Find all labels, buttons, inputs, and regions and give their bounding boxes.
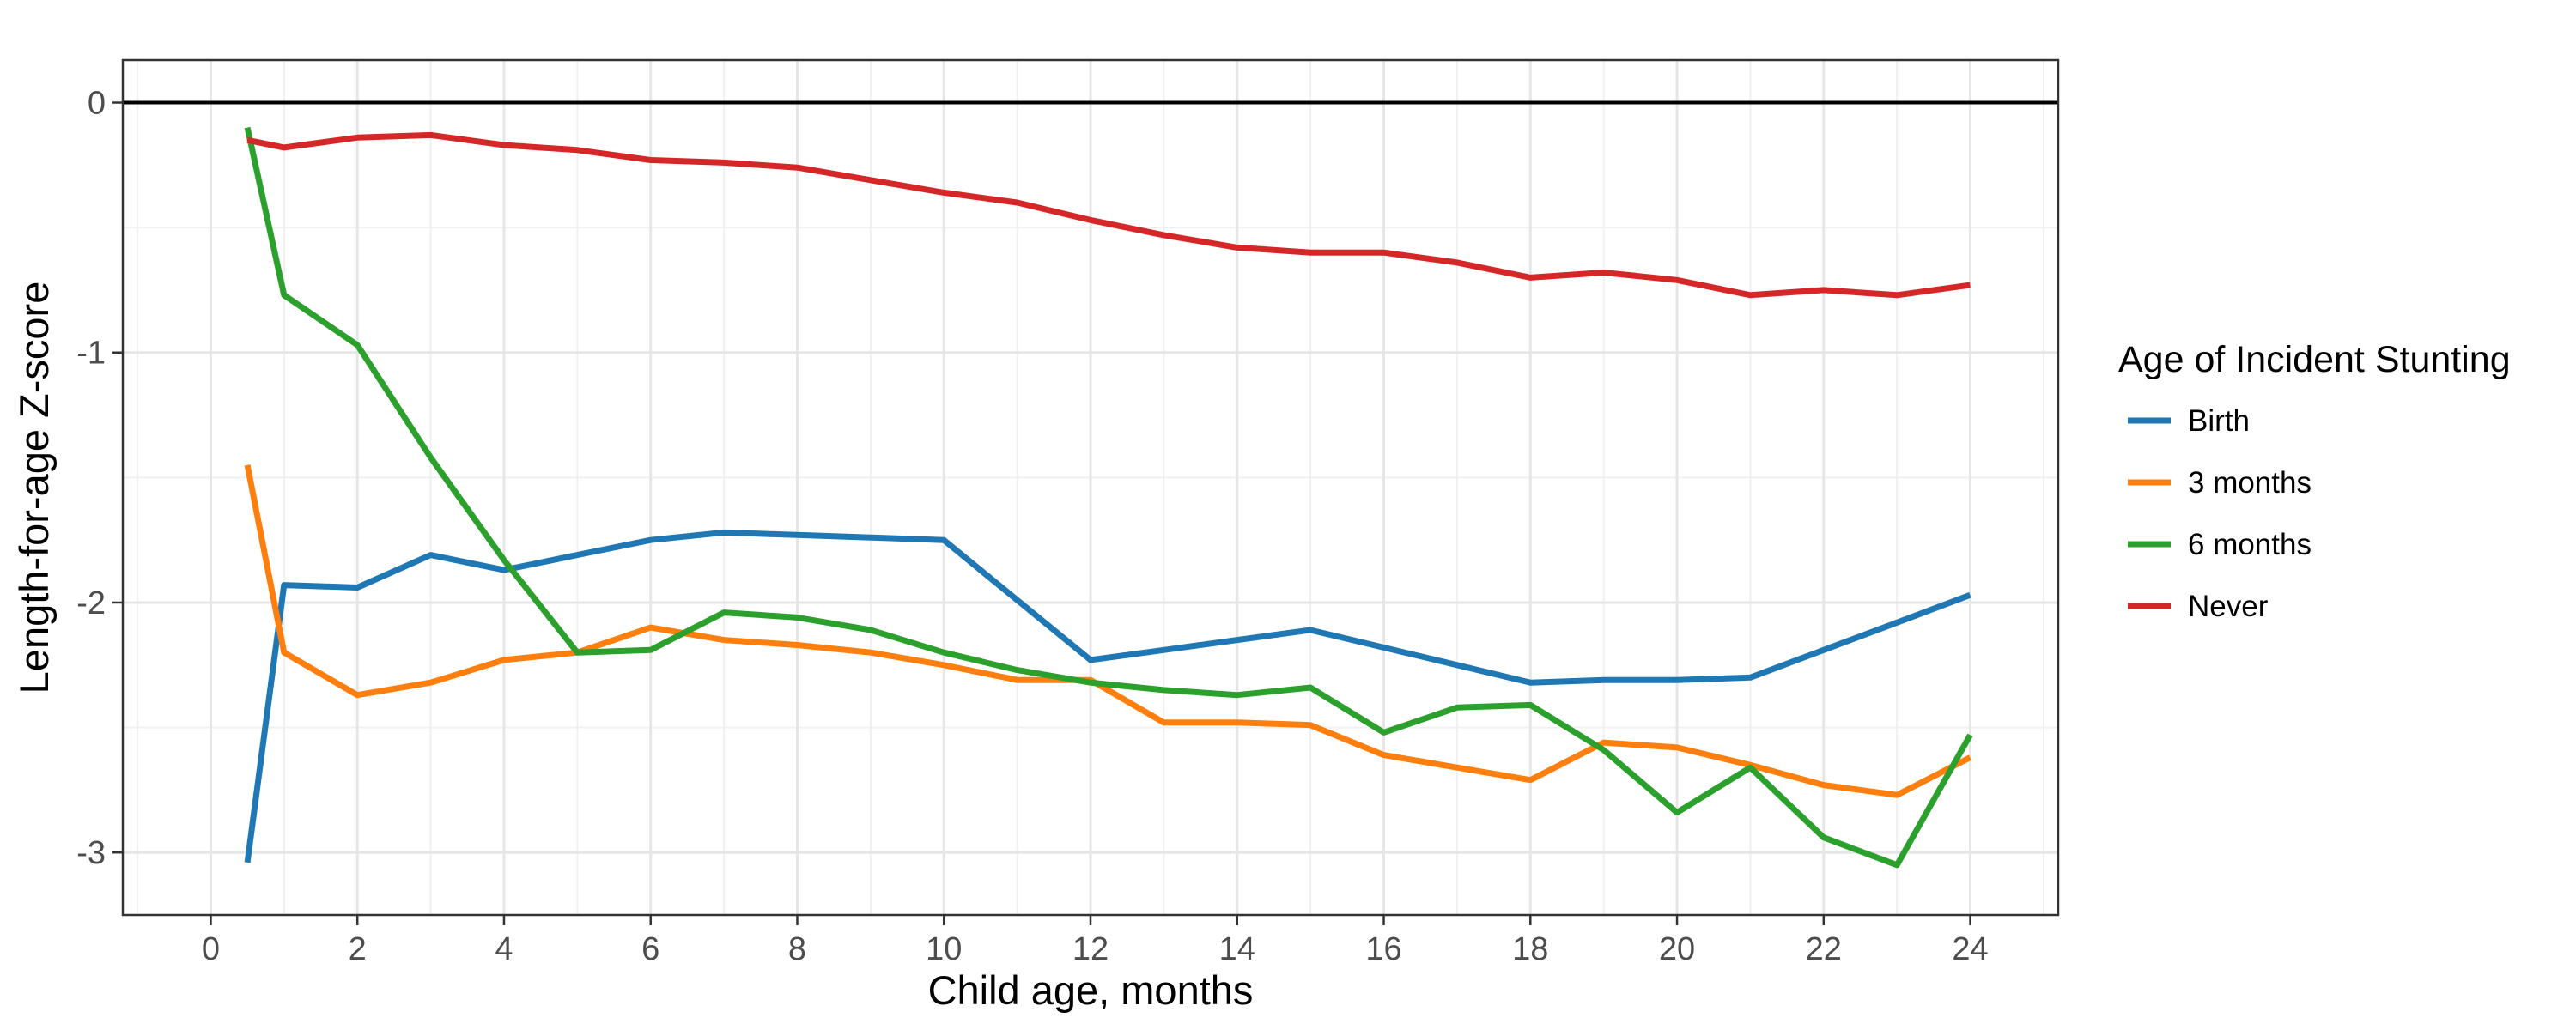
legend-label-1: 3 months xyxy=(2188,466,2312,500)
legend-label-2: 6 months xyxy=(2188,528,2312,561)
y-tick-label: -2 xyxy=(76,585,106,621)
x-tick-label: 2 xyxy=(349,931,367,967)
series-line-2 xyxy=(244,126,1973,869)
x-tick-label: 18 xyxy=(1512,931,1548,967)
x-tick-label: 24 xyxy=(1952,931,1988,967)
legend: Age of Incident Stunting Birth 3 months 6 … xyxy=(2118,339,2511,623)
x-tick-label: 12 xyxy=(1072,931,1109,967)
x-tick-label: 10 xyxy=(926,931,962,967)
x-tick-label: 0 xyxy=(202,931,220,967)
series-line-0 xyxy=(244,529,1971,863)
x-tick-label: 20 xyxy=(1659,931,1695,967)
y-axis: 0 -1 -2 -3 xyxy=(76,86,123,871)
series-line-3 xyxy=(246,131,1971,299)
y-axis-title: Length-for-age Z-score xyxy=(11,282,57,694)
x-axis-title: Child age, months xyxy=(928,967,1254,1013)
x-axis: 0 2 4 6 8 10 12 14 16 18 20 22 24 xyxy=(202,915,1989,967)
y-tick-label: 0 xyxy=(88,86,106,122)
x-tick-label: 4 xyxy=(495,931,513,967)
legend-label-0: Birth xyxy=(2188,404,2250,438)
legend-title: Age of Incident Stunting xyxy=(2118,339,2511,380)
y-tick-label: -3 xyxy=(76,835,106,871)
legend-label-3: Never xyxy=(2188,590,2269,623)
series-line-1 xyxy=(244,464,1972,798)
x-tick-label: 14 xyxy=(1219,931,1255,967)
x-tick-label: 8 xyxy=(788,931,806,967)
x-tick-label: 16 xyxy=(1365,931,1401,967)
x-tick-label: 22 xyxy=(1806,931,1842,967)
series-lines xyxy=(244,126,1973,869)
x-tick-label: 6 xyxy=(641,931,659,967)
y-tick-label: -1 xyxy=(76,336,106,372)
